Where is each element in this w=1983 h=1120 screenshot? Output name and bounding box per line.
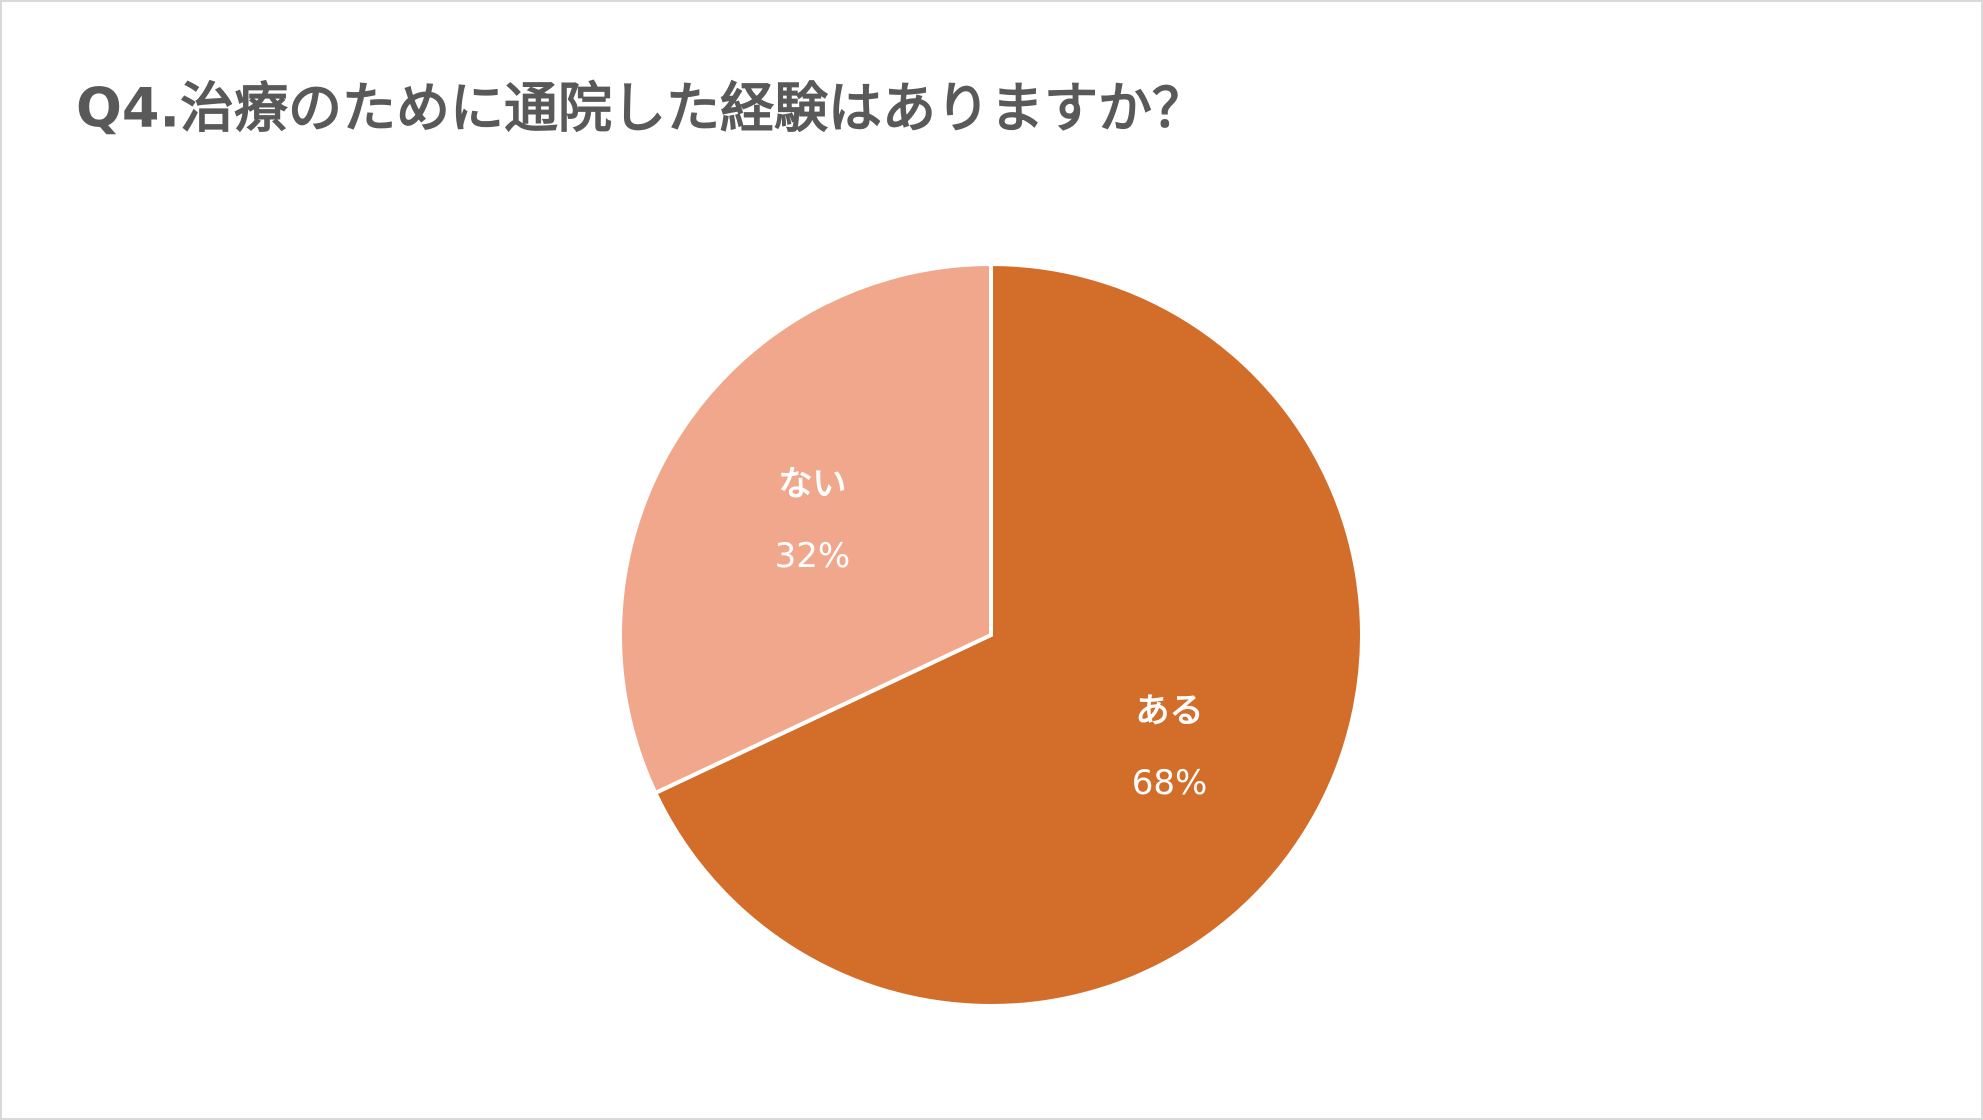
chart-title: Q4.治療のために通院した経験はありますか？ bbox=[76, 77, 1206, 140]
pie-slice bbox=[618, 261, 993, 796]
pie-slice bbox=[652, 261, 1364, 1008]
slice-value-label: 32% bbox=[775, 536, 851, 576]
slice-category-label: ない bbox=[778, 464, 846, 504]
slice-category-label: ある bbox=[1136, 691, 1204, 731]
slice-value-label: 68% bbox=[1132, 763, 1208, 803]
